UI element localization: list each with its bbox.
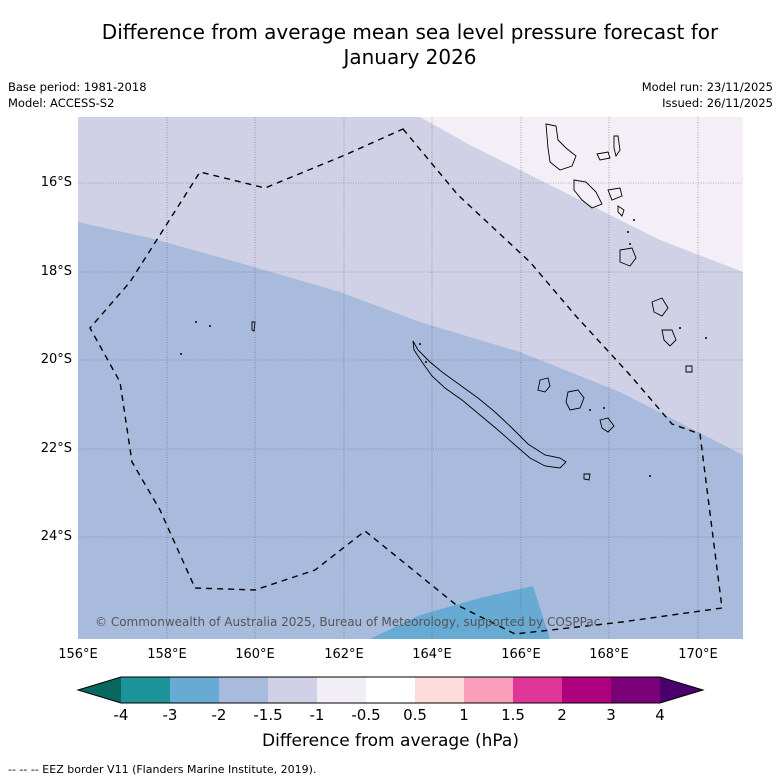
lon-label-168e: 168°E [589, 647, 629, 662]
small-islets [180, 219, 707, 477]
map-copyright: © Commonwealth of Australia 2025, Bureau… [95, 615, 600, 629]
colorbar-segment [317, 677, 366, 703]
colorbar-segment [268, 677, 317, 703]
lon-label-156e: 156°E [58, 647, 98, 662]
colorbar-tick: 4 [655, 706, 665, 724]
colorbar-tick: 0.5 [403, 706, 427, 724]
colorbar-segment [366, 677, 415, 703]
coastlines [251, 123, 693, 481]
island-2 [565, 389, 585, 411]
colorbar-segment [415, 677, 464, 703]
lat-label-22s: 22°S [40, 441, 72, 456]
colorbar-segment [170, 677, 219, 703]
vanuatu-island-1 [545, 123, 577, 171]
vanuatu-island-8 [651, 297, 669, 317]
island-3 [599, 417, 615, 433]
lon-label-166e: 166°E [501, 647, 541, 662]
lat-label-24s: 24°S [40, 529, 72, 544]
base-period: Base period: 1981-2018 [8, 80, 147, 94]
model-info: Base period: 1981-2018 Model: ACCESS-S2 [8, 79, 147, 111]
colorbar-segment [513, 677, 562, 703]
vanuatu-island-5 [607, 187, 623, 201]
lon-label-162e: 162°E [324, 647, 364, 662]
vanuatu-island-10 [685, 365, 693, 373]
anomaly-band-minus-3 [370, 586, 550, 639]
colorbar-tick: 1.5 [501, 706, 525, 724]
eez-footnote: -- -- -- EEZ border V11 (Flanders Marine… [8, 763, 317, 776]
eez-border [89, 128, 723, 635]
issued-date: Issued: 26/11/2025 [662, 96, 773, 110]
anomaly-band-minus-1-5 [78, 117, 743, 455]
lon-label-170e: 170°E [678, 647, 718, 662]
lat-label-20s: 20°S [40, 352, 72, 367]
new-caledonia-main-island [412, 340, 567, 469]
graticule [78, 117, 743, 639]
title-line-1: Difference from average mean sea level p… [101, 20, 719, 44]
colorbar [76, 676, 705, 704]
colorbar-segment [219, 677, 268, 703]
island-5 [251, 321, 256, 332]
title-line-2: January 2026 [343, 45, 477, 69]
colorbar-tick: -1.5 [253, 706, 283, 724]
vanuatu-island-7 [619, 247, 637, 267]
vanuatu-island-2 [596, 151, 611, 161]
colorbar-label: Difference from average (hPa) [262, 731, 519, 751]
colorbar-extend-low [78, 677, 121, 703]
colorbar-segment [121, 677, 170, 703]
colorbar-tick: -2 [211, 706, 227, 724]
run-info: Model run: 23/11/2025 Issued: 26/11/2025 [642, 79, 773, 111]
vanuatu-island-4 [573, 179, 603, 209]
vanuatu-island-6 [617, 205, 625, 217]
colorbar-segment [464, 677, 513, 703]
colorbar-tick: -0.5 [351, 706, 381, 724]
model-name: Model: ACCESS-S2 [8, 96, 115, 110]
island-4 [583, 473, 591, 481]
vanuatu-island-3 [613, 135, 621, 158]
lon-label-164e: 164°E [412, 647, 452, 662]
island-1 [537, 377, 551, 393]
colorbar-tick: 3 [606, 706, 616, 724]
anomaly-band-minus-1 [420, 117, 743, 272]
colorbar-tick: 1 [459, 706, 469, 724]
lat-label-16s: 16°S [40, 175, 72, 190]
colorbar-extend-high [660, 677, 703, 703]
colorbar-segment [611, 677, 660, 703]
model-run: Model run: 23/11/2025 [641, 80, 773, 94]
colorbar-tick: -1 [309, 706, 325, 724]
lat-label-18s: 18°S [40, 264, 72, 279]
vanuatu-island-9 [661, 329, 677, 347]
colorbar-outline [76, 676, 705, 704]
colorbar-tick: -3 [162, 706, 178, 724]
lon-label-158e: 158°E [147, 647, 187, 662]
map-title: Difference from average mean sea level p… [40, 20, 780, 70]
colorbar-segment [562, 677, 611, 703]
colorbar-tick: -4 [113, 706, 129, 724]
colorbar-tick: 2 [557, 706, 567, 724]
lon-label-160e: 160°E [235, 647, 275, 662]
pressure-anomaly-map [78, 117, 743, 639]
